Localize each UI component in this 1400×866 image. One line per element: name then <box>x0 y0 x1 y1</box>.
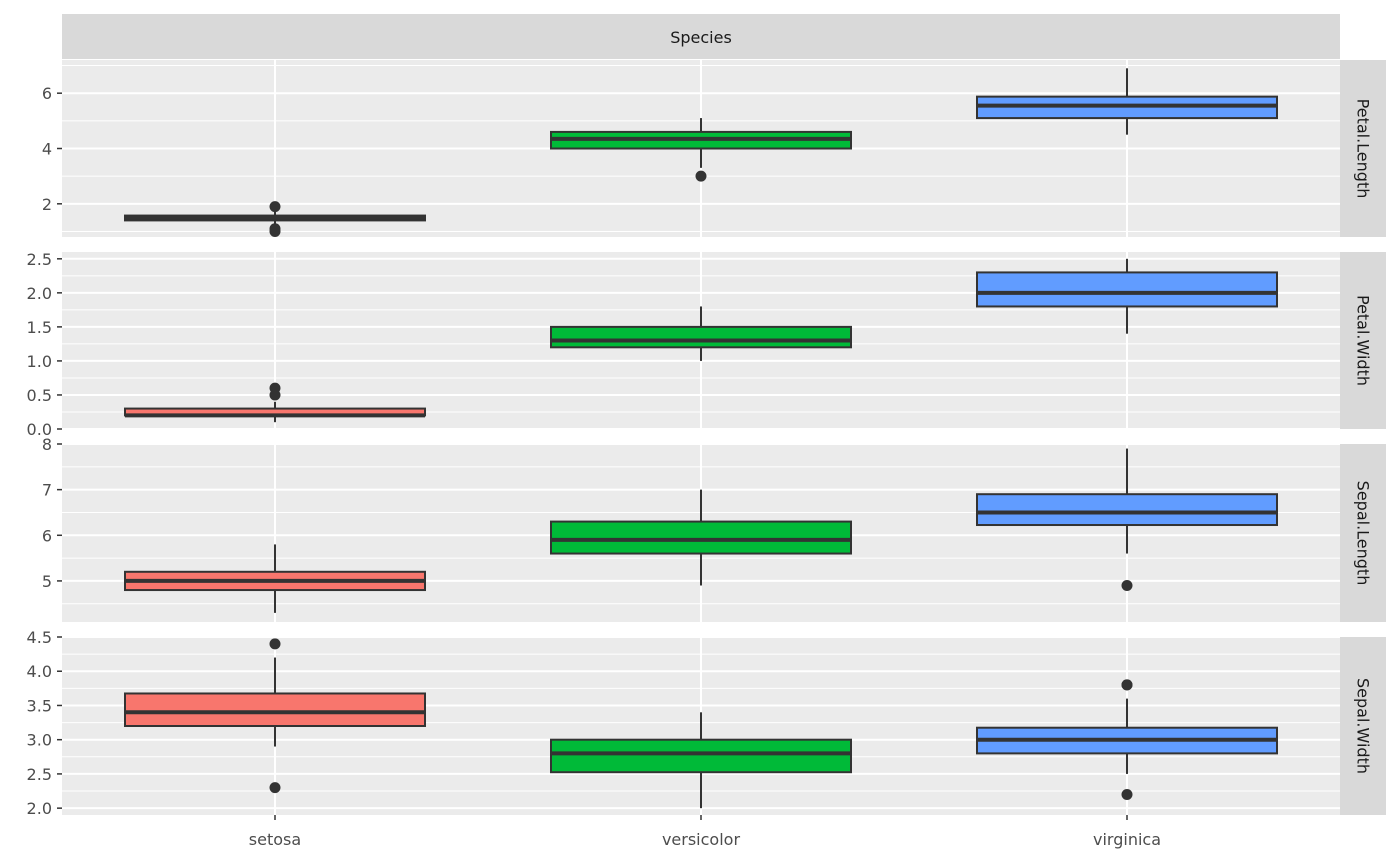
y-tick-label: 3.5 <box>27 696 52 715</box>
box-petal-length-versicolor <box>550 118 852 182</box>
box-sepal-length-setosa <box>124 544 426 613</box>
box-sepal-length-virginica <box>976 448 1278 591</box>
y-tick-label: 1.5 <box>27 318 52 337</box>
y-tick-label: 4 <box>42 140 52 159</box>
panel-petal-length: 2 4 6 Petal.Length <box>42 60 1386 237</box>
box-iqr <box>550 325 852 349</box>
panel-sepal-width: 2.0 2.5 3.0 3.5 4.0 4.5 Sepal.Width <box>27 628 1386 818</box>
box-petal-width-virginica <box>976 258 1278 334</box>
strip-label: Petal.Length <box>1354 99 1373 199</box>
x-tick-label-virginica: virginica <box>1093 830 1161 849</box>
box-petal-width-setosa <box>124 382 426 423</box>
strip-background <box>1340 60 1386 237</box>
y-tick-label: 8 <box>42 435 52 454</box>
box-sepal-width-virginica <box>976 679 1278 800</box>
outlier-point <box>1121 788 1133 800</box>
outlier-point <box>269 782 281 794</box>
y-tick-label: 4.5 <box>27 628 52 647</box>
outlier-point <box>269 382 281 394</box>
y-tick-label: 2.5 <box>27 765 52 784</box>
x-axis: setosa versicolor virginica <box>249 815 1161 849</box>
y-tick-label: 0.5 <box>27 386 52 405</box>
box-iqr <box>976 493 1278 527</box>
y-tick-label: 5 <box>42 572 52 591</box>
strip-background <box>1340 637 1386 815</box>
facet-title: Species <box>670 28 732 47</box>
strip-petal-width: Petal.Width <box>1340 252 1386 429</box>
facet-panels: 2 4 6 Petal.Length 0.0 0.5 1.0 1.5 2.0 2.5 Petal.W… <box>27 60 1386 818</box>
outlier-point <box>695 170 707 182</box>
outlier-point <box>1121 679 1133 691</box>
y-tick-label: 4.0 <box>27 662 52 681</box>
panel-sepal-length: 5 6 7 8 Sepal.Length <box>42 435 1386 622</box>
outlier-point <box>269 223 281 235</box>
strip-label: Sepal.Length <box>1354 481 1373 586</box>
strip-background <box>1340 444 1386 622</box>
strip-label: Sepal.Width <box>1354 678 1373 774</box>
strip-label: Petal.Width <box>1354 295 1373 386</box>
top-strip: Species <box>62 14 1340 59</box>
x-tick-label-versicolor: versicolor <box>662 830 740 849</box>
y-tick-label: 2 <box>42 195 52 214</box>
y-tick-label: 2.5 <box>27 250 52 269</box>
y-tick-label: 2.0 <box>27 799 52 818</box>
strip-background <box>1340 252 1386 429</box>
box-petal-length-setosa <box>124 201 426 237</box>
strip-sepal-width: Sepal.Width <box>1340 637 1386 815</box>
y-tick-label: 7 <box>42 481 52 500</box>
y-tick-label: 2.0 <box>27 284 52 303</box>
strip-petal-length: Petal.Length <box>1340 60 1386 237</box>
y-tick-label: 6 <box>42 84 52 103</box>
top-strip-background <box>62 14 1340 59</box>
y-tick-label: 3.0 <box>27 731 52 750</box>
x-tick-label-setosa: setosa <box>249 830 301 849</box>
y-tick-label: 6 <box>42 526 52 545</box>
outlier-point <box>1121 579 1133 591</box>
box-sepal-width-versicolor <box>550 712 852 809</box>
y-tick-label: 1.0 <box>27 352 52 371</box>
box-petal-length-virginica <box>976 68 1278 135</box>
y-tick-label: 0.0 <box>27 420 52 439</box>
panel-petal-width: 0.0 0.5 1.0 1.5 2.0 2.5 Petal.Width <box>27 250 1386 439</box>
box-iqr <box>976 271 1278 308</box>
box-iqr <box>124 692 426 728</box>
box-sepal-width-setosa <box>124 638 426 794</box>
box-iqr <box>550 520 852 555</box>
strip-sepal-length: Sepal.Length <box>1340 444 1386 622</box>
outlier-point <box>269 201 281 213</box>
box-iqr <box>550 738 852 774</box>
box-sepal-length-versicolor <box>550 489 852 586</box>
outlier-point <box>269 638 281 650</box>
box-petal-width-versicolor <box>550 306 852 361</box>
